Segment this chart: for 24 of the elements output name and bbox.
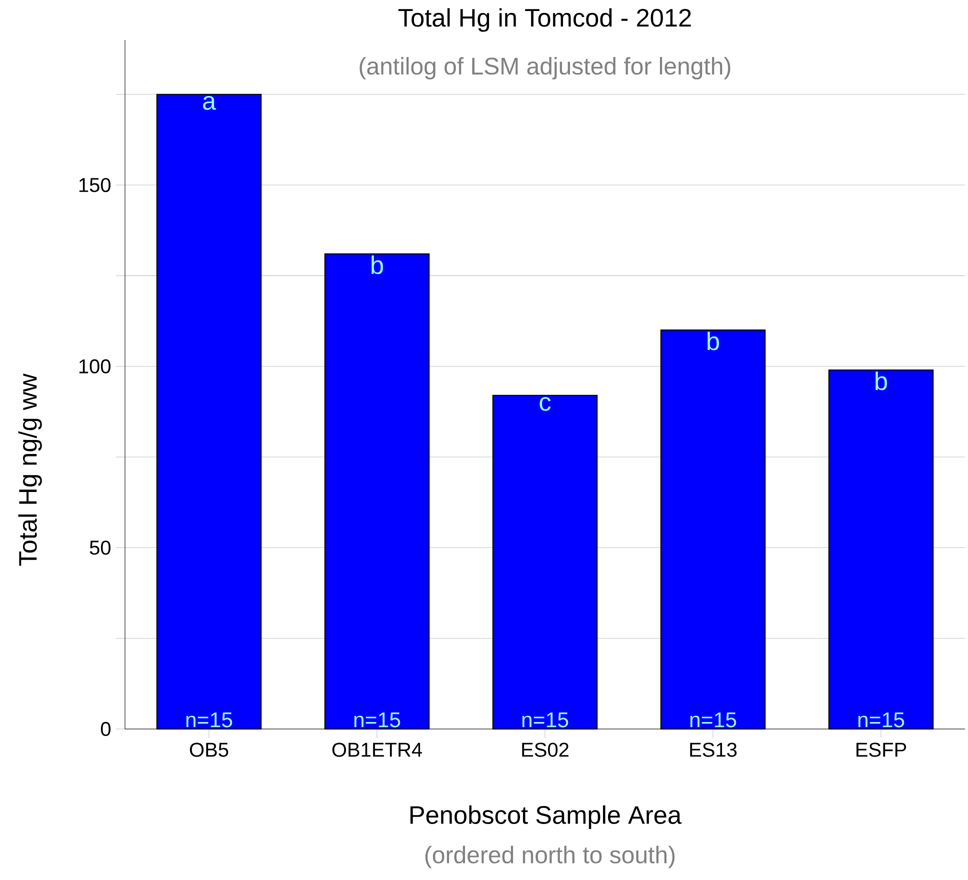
x-axis-title: Penobscot Sample Area bbox=[410, 805, 682, 829]
y-tick-label: 150 bbox=[79, 178, 110, 192]
x-tick-label: OB5 bbox=[190, 742, 228, 757]
chart-title: Total Hg in Tomcod - 2012 bbox=[398, 8, 691, 32]
x-tick-label: ESFP bbox=[856, 742, 906, 757]
annotation: b bbox=[708, 332, 719, 350]
y-tick-label: 50 bbox=[90, 540, 110, 555]
text: (ordered north to south) bbox=[425, 846, 675, 868]
x-tick-label: ES13 bbox=[690, 742, 737, 757]
text: (antilog of LSM adjusted for length) bbox=[360, 57, 730, 80]
annotation: n=15 bbox=[522, 712, 568, 728]
annotation: n=15 bbox=[354, 712, 400, 728]
annotation: b bbox=[372, 256, 383, 274]
annotation: n=15 bbox=[690, 712, 736, 728]
y-axis-title: Total Hg ng/g ww bbox=[18, 373, 42, 566]
y-tick-label: 0 bbox=[100, 722, 110, 736]
annotation: b bbox=[876, 372, 887, 390]
annotation: n=15 bbox=[186, 712, 232, 728]
x-tick-label: OB1ETR4 bbox=[332, 742, 422, 757]
y-tick-label: 100 bbox=[79, 359, 110, 374]
annotation: n=15 bbox=[858, 712, 904, 728]
annotation: a bbox=[203, 96, 216, 110]
x-tick-label: ES02 bbox=[522, 742, 568, 757]
annotation: c bbox=[540, 396, 551, 411]
